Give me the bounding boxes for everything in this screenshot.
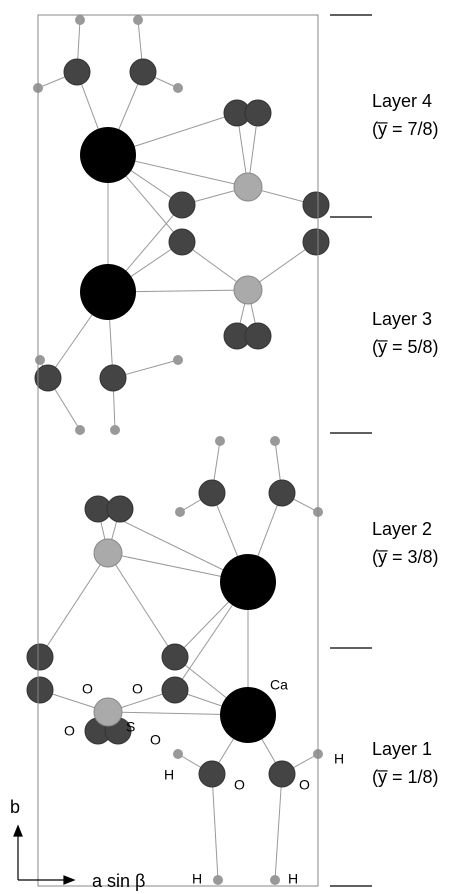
oxygen-atom xyxy=(245,100,271,126)
oxygen-atom xyxy=(162,677,188,703)
oxygen-atom xyxy=(162,644,188,670)
axis-label: a sin β xyxy=(92,871,145,891)
oxygen-atom xyxy=(27,677,53,703)
calcium-atom xyxy=(80,264,136,320)
atom-label: O xyxy=(299,777,310,793)
hydrogen-atom xyxy=(110,425,120,435)
layer-position: (y̅ = 1/8) xyxy=(372,767,439,787)
crystal-diagram: Layer 4 (y̅ = 7/8) Layer 3 (y̅ = 5/8) La… xyxy=(0,0,470,894)
atom-label: O xyxy=(132,681,143,697)
bond xyxy=(212,774,218,880)
arrowhead xyxy=(14,826,22,836)
sulfur-atom xyxy=(94,698,122,726)
layer-label: Layer 2 xyxy=(372,519,432,539)
arrowhead xyxy=(64,876,74,884)
hydrogen-atom xyxy=(75,425,85,435)
hydrogen-atom xyxy=(270,875,280,885)
atom-label: O xyxy=(150,732,161,748)
hydrogen-atom xyxy=(270,436,280,446)
bond xyxy=(40,553,108,657)
bond xyxy=(275,774,282,880)
layer-label: Layer 3 xyxy=(372,309,432,329)
page: Layer 4 (y̅ = 7/8) Layer 3 (y̅ = 5/8) La… xyxy=(0,0,470,894)
layer-label: Layer 1 xyxy=(372,739,432,759)
oxygen-atom xyxy=(245,323,271,349)
oxygen-atom xyxy=(303,229,329,255)
calcium-atom xyxy=(80,127,136,183)
oxygen-atom xyxy=(130,59,156,85)
oxygen-atom xyxy=(107,496,133,522)
hydrogen-atom xyxy=(213,875,223,885)
calcium-atom xyxy=(220,554,276,610)
hydrogen-atom xyxy=(75,15,85,25)
atoms xyxy=(27,15,329,885)
hydrogen-atom xyxy=(215,436,225,446)
oxygen-atom xyxy=(199,480,225,506)
atom-label: O xyxy=(64,723,75,739)
atom-label: H xyxy=(288,871,298,887)
atom-label: H xyxy=(334,751,344,767)
oxygen-atom xyxy=(269,480,295,506)
hydrogen-atom xyxy=(133,15,143,25)
layer-position: (y̅ = 7/8) xyxy=(372,119,439,139)
atom-label: O xyxy=(82,681,93,697)
atom-label: S xyxy=(126,719,135,735)
calcium-atom xyxy=(220,687,276,743)
oxygen-atom xyxy=(27,644,53,670)
atom-label: H xyxy=(164,767,174,783)
axis-arrows xyxy=(14,826,74,884)
bond xyxy=(108,553,175,657)
sulfur-atom xyxy=(94,539,122,567)
oxygen-atom xyxy=(269,761,295,787)
layer-position: (y̅ = 5/8) xyxy=(372,337,439,357)
oxygen-atom xyxy=(35,365,61,391)
oxygen-atom xyxy=(169,192,195,218)
oxygen-atom xyxy=(64,59,90,85)
hydrogen-atom xyxy=(173,83,183,93)
oxygen-atom xyxy=(303,192,329,218)
oxygen-atom xyxy=(199,761,225,787)
hydrogen-atom xyxy=(35,355,45,365)
atom-label: Ca xyxy=(270,677,288,693)
layer-label: Layer 4 xyxy=(372,91,432,111)
hydrogen-atom xyxy=(175,507,185,517)
oxygen-atom xyxy=(100,365,126,391)
atom-label: O xyxy=(234,777,245,793)
sulfur-atom xyxy=(234,276,262,304)
hydrogen-atom xyxy=(173,355,183,365)
oxygen-atom xyxy=(169,229,195,255)
axis-label: b xyxy=(10,797,20,817)
atom-label: H xyxy=(192,871,202,887)
layer-position: (y̅ = 3/8) xyxy=(372,547,439,567)
hydrogen-atom xyxy=(173,749,183,759)
sulfur-atom xyxy=(234,173,262,201)
